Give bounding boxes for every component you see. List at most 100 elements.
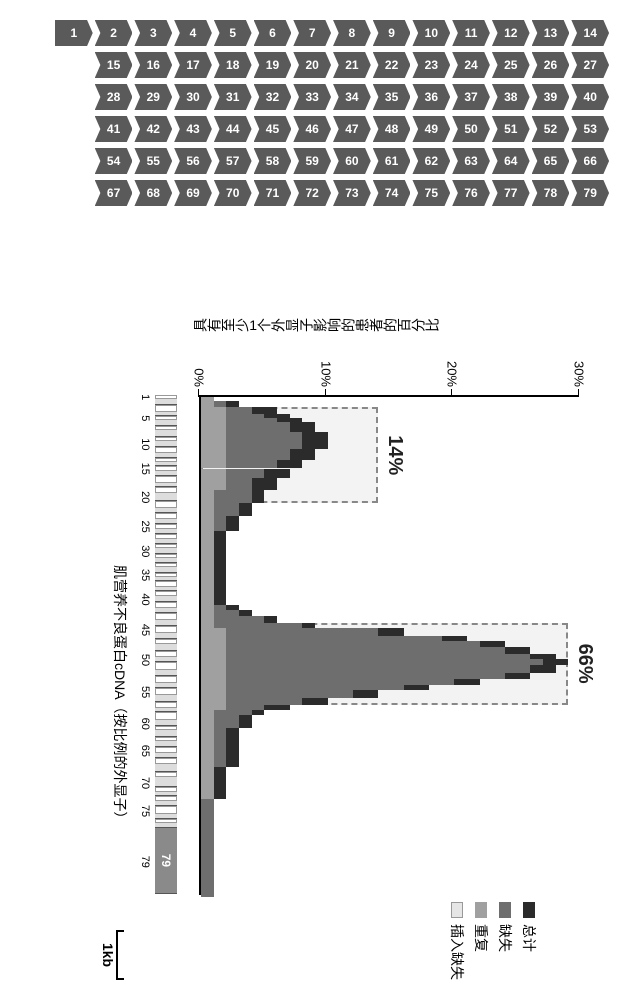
plot-area: 0%10%20%30%14%66% (199, 395, 579, 895)
exon-69: 69 (174, 180, 212, 206)
bar-exon-3 (201, 407, 581, 414)
ytick-0: 0% (192, 347, 207, 387)
exon-17: 17 (174, 52, 212, 78)
exon-57: 57 (214, 148, 252, 174)
exon-38: 38 (492, 84, 530, 110)
track-exon-79: 79 (155, 828, 177, 895)
track-exon-20 (155, 493, 177, 501)
legend-deletion-label: 缺失 (495, 924, 515, 952)
track-exon-53 (155, 676, 177, 683)
exon-55: 55 (134, 148, 172, 174)
exon-65: 65 (532, 148, 570, 174)
mutation-frequency-chart: 具有至少1个外显子影响的患者的百分比 0%10%20%30%14%66% 79 … (0, 315, 639, 954)
bar-exon-68 (201, 767, 581, 775)
track-exon-59 (155, 712, 177, 720)
ytick-30: 30% (572, 347, 587, 387)
exon-67: 67 (95, 180, 133, 206)
track-exon-70 (155, 777, 177, 787)
legend: 总计 缺失 重复 插入缺失 (443, 902, 539, 980)
exon-14: 14 (571, 20, 609, 46)
exon-60: 60 (333, 148, 371, 174)
xtick-20: 20 (139, 491, 151, 503)
track-exon-48 (155, 644, 177, 651)
bar-exon-56 (201, 698, 581, 705)
xtick-40: 40 (139, 593, 151, 605)
exon-13: 13 (532, 20, 570, 46)
exon-29: 29 (134, 84, 172, 110)
track-exon-45 (155, 626, 177, 634)
bar-exon-45 (201, 628, 581, 636)
track-exon-40 (155, 596, 177, 603)
legend-indel: 插入缺失 (447, 902, 467, 980)
exon-1: 1 (55, 20, 93, 46)
exon-6: 6 (254, 20, 292, 46)
exon-2: 2 (95, 20, 133, 46)
exon-26: 26 (532, 52, 570, 78)
exon-21: 21 (333, 52, 371, 78)
exon-31: 31 (214, 84, 252, 110)
bar-exon-70 (201, 780, 581, 790)
x-axis-label: 肌营养不良蛋白cDNA（按比例的外显子） (110, 565, 130, 826)
exon-50: 50 (452, 116, 490, 142)
xtick-30: 30 (139, 545, 151, 557)
xtick-79: 79 (139, 856, 151, 868)
exon-30: 30 (174, 84, 212, 110)
exon-19: 19 (254, 52, 292, 78)
exon-64: 64 (492, 148, 530, 174)
bar-exon-21 (201, 503, 581, 510)
exon-34: 34 (333, 84, 371, 110)
track-exon-51 (155, 662, 177, 670)
bar-exon-17 (201, 478, 581, 485)
track-exon-8 (155, 430, 177, 437)
exon-3: 3 (134, 20, 172, 46)
y-axis-label: 具有至少1个外显子影响的患者的百分比 (193, 315, 439, 335)
xtick-45: 45 (139, 624, 151, 636)
exon-71: 71 (254, 180, 292, 206)
track-exon-75 (155, 806, 177, 814)
exon-41: 41 (95, 116, 133, 142)
exon-56: 56 (174, 148, 212, 174)
exon-8: 8 (333, 20, 371, 46)
exon-20: 20 (293, 52, 331, 78)
exon-25: 25 (492, 52, 530, 78)
bar-exon-48 (201, 647, 581, 654)
track-exon-68 (155, 764, 177, 772)
exon-36: 36 (412, 84, 450, 110)
exon-16: 16 (134, 52, 172, 78)
legend-total: 总计 (519, 902, 539, 980)
scale-bar: 1kb (100, 930, 124, 980)
exon-23: 23 (412, 52, 450, 78)
exon-37: 37 (452, 84, 490, 110)
legend-duplication-label: 重复 (471, 924, 491, 952)
track-exon-3 (155, 405, 177, 412)
exon-27: 27 (571, 52, 609, 78)
exon-61: 61 (373, 148, 411, 174)
xtick-5: 5 (139, 415, 151, 421)
bar-exon-51 (201, 665, 581, 673)
exon-58: 58 (254, 148, 292, 174)
bar-exon-75 (201, 809, 581, 817)
exon-54: 54 (95, 148, 133, 174)
exon-15: 15 (95, 52, 133, 78)
xtick-65: 65 (139, 745, 151, 757)
bar-exon-79 (201, 830, 581, 897)
exon-52: 52 (532, 116, 570, 142)
bar-exon-55 (201, 690, 581, 698)
legend-total-label: 总计 (519, 924, 539, 952)
bar-exon-43 (201, 616, 581, 623)
bar-exon-59 (201, 715, 581, 723)
exon-49: 49 (412, 116, 450, 142)
exon-4: 4 (174, 20, 212, 46)
exon-48: 48 (373, 116, 411, 142)
bar-exon-20 (201, 495, 581, 503)
legend-indel-label: 插入缺失 (447, 924, 467, 980)
exon-59: 59 (293, 148, 331, 174)
legend-deletion: 缺失 (495, 902, 515, 980)
track-exon-62 (155, 730, 177, 737)
legend-duplication: 重复 (471, 902, 491, 980)
bar-exon-40 (201, 598, 581, 605)
exon-53: 53 (571, 116, 609, 142)
ytick-10: 10% (318, 347, 333, 387)
xtick-15: 15 (139, 463, 151, 475)
exon-7: 7 (293, 20, 331, 46)
